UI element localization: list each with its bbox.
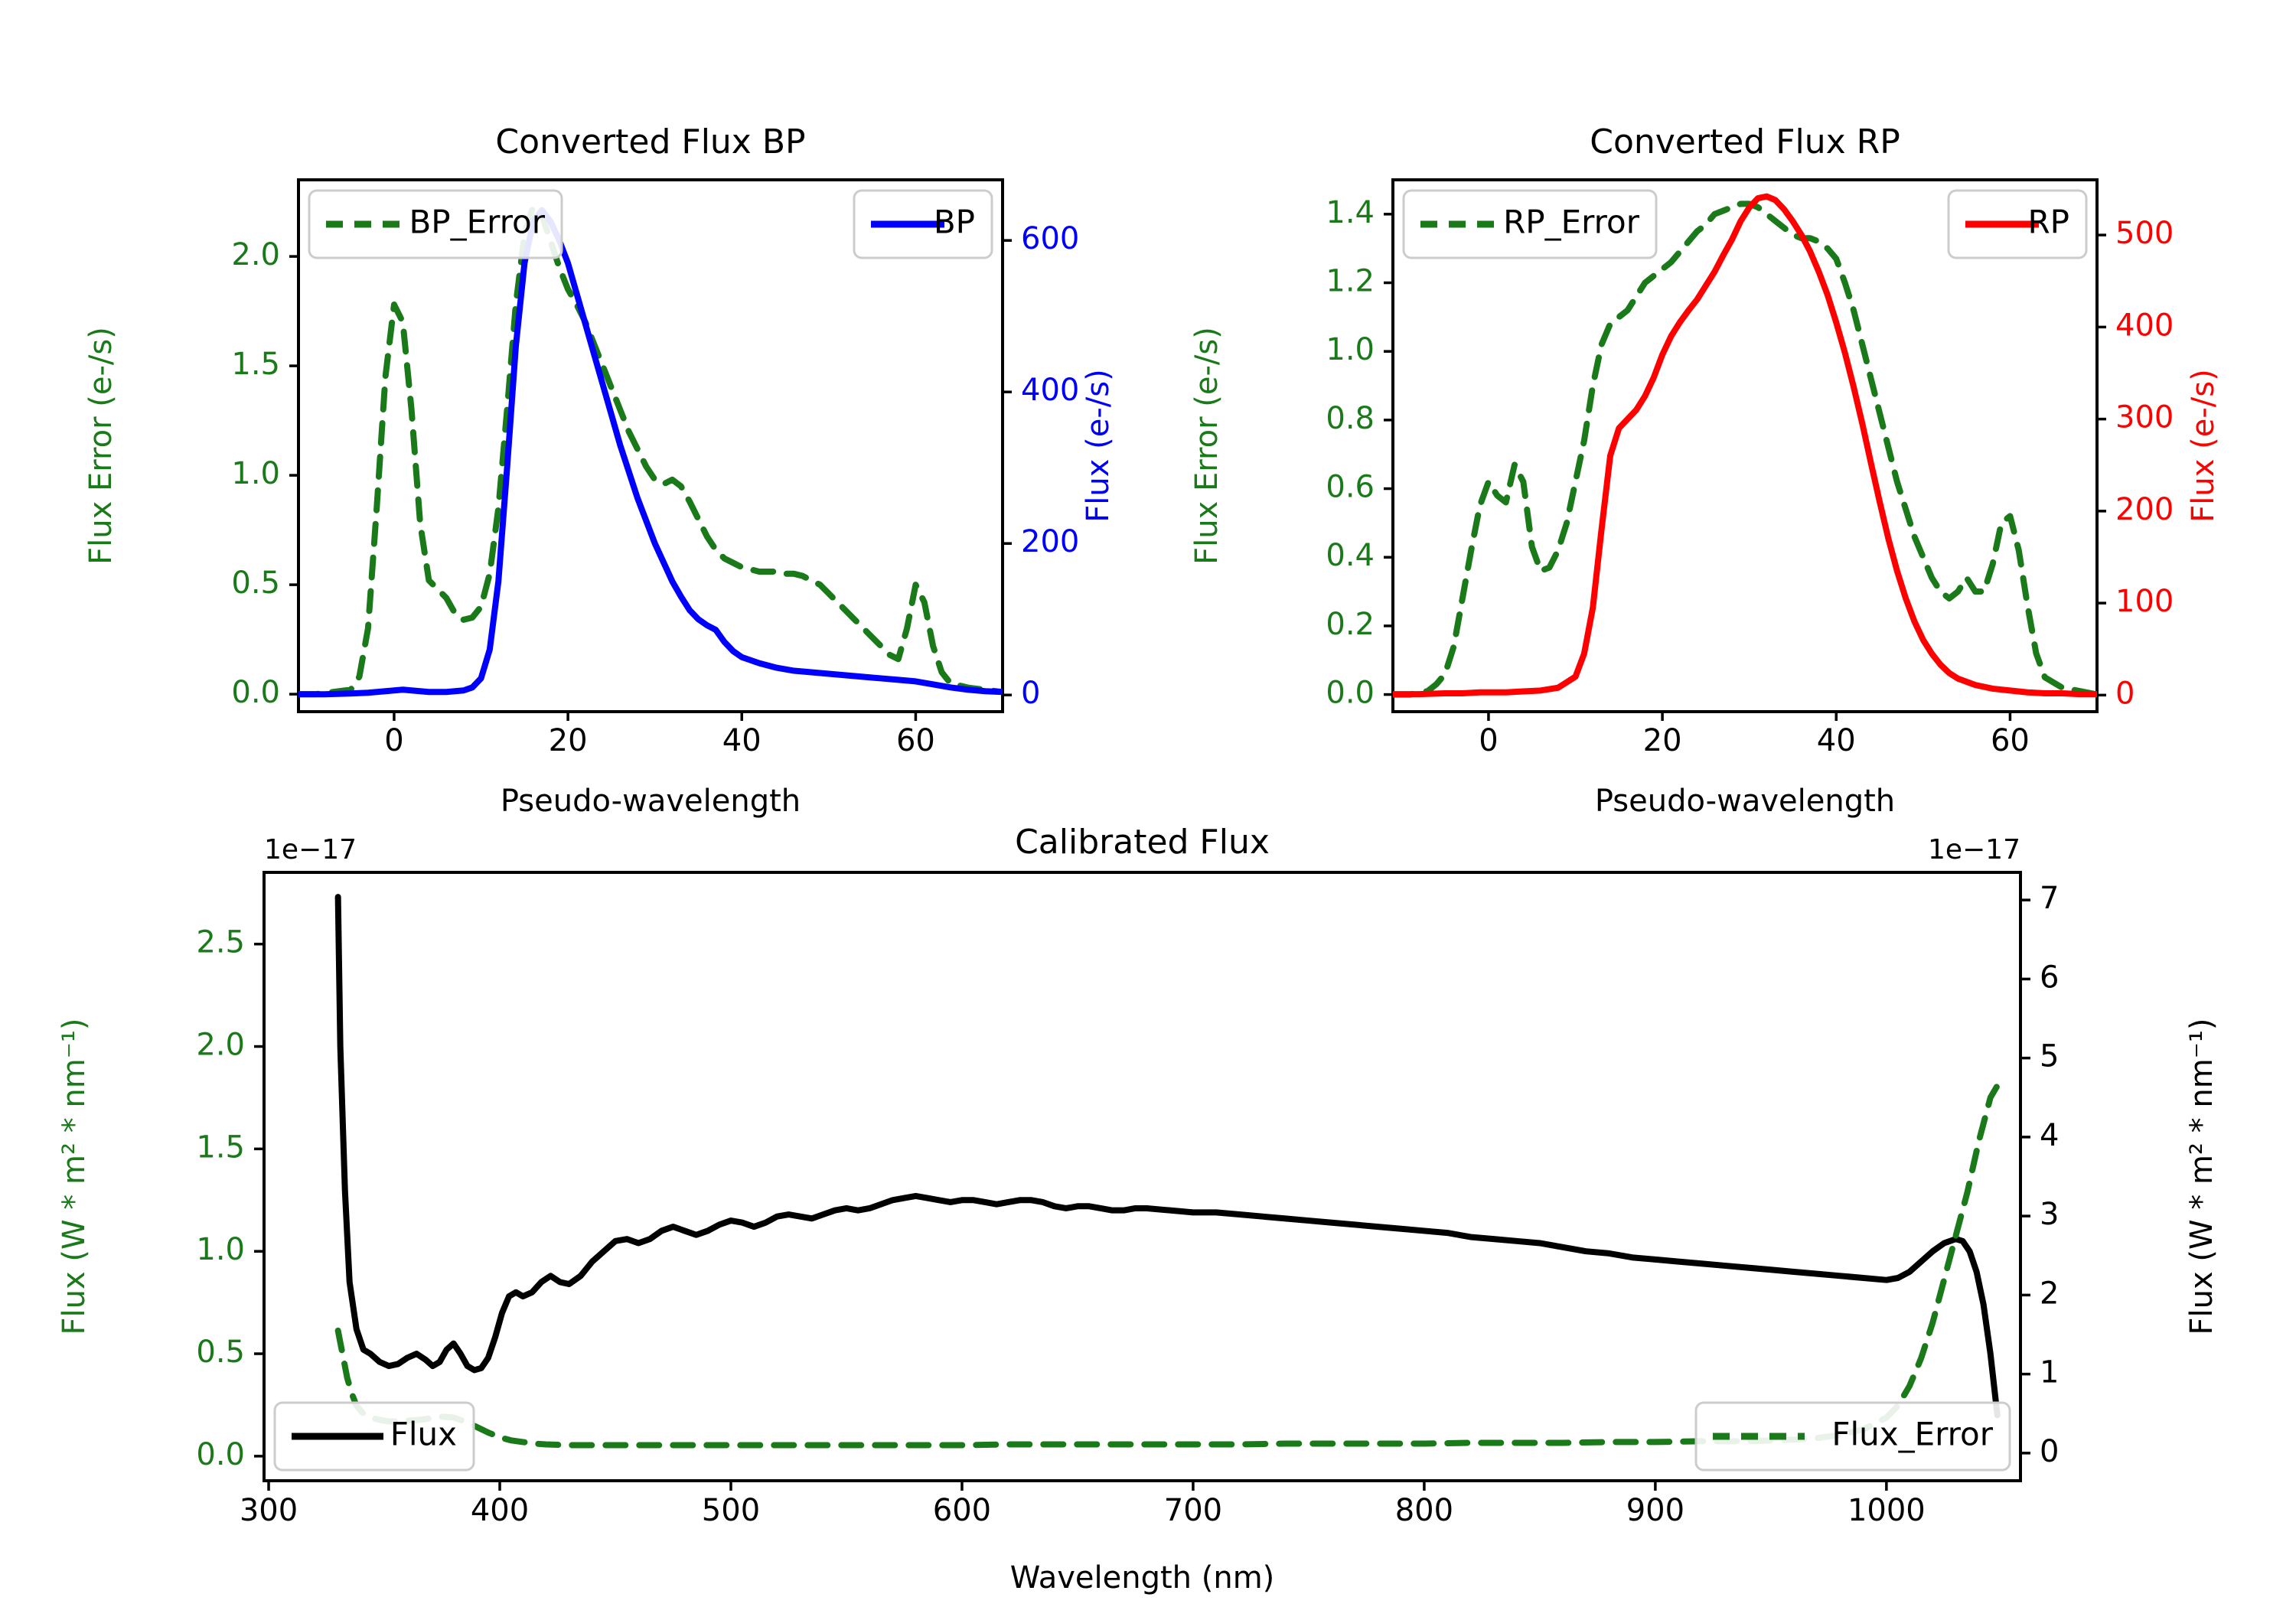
legend-label: RP_Error bbox=[1503, 204, 1640, 241]
x-tick-label: 600 bbox=[933, 1493, 991, 1528]
panel-converted-flux-rp: Converted Flux RP 0 20 40 60 Pseudo-wavelengt… bbox=[1148, 69, 2296, 834]
series-line-bp_error bbox=[298, 203, 1003, 698]
y-left-tick-label: 2.5 bbox=[196, 925, 245, 960]
y-right-offset-text: 1e−17 bbox=[1928, 834, 2020, 865]
x-tick-label: 20 bbox=[1643, 723, 1682, 758]
legend-label: RP bbox=[2027, 204, 2069, 241]
x-tick-label: 0 bbox=[1479, 723, 1498, 758]
y-left-tick-label: 1.0 bbox=[1326, 332, 1375, 367]
x-tick-label: 0 bbox=[384, 723, 403, 758]
y-left-tick-label: 0.0 bbox=[231, 675, 280, 710]
y-left-tick-label: 2.0 bbox=[196, 1028, 245, 1063]
series-line-flux bbox=[334, 894, 2001, 1419]
x-tick-label: 60 bbox=[1991, 723, 2030, 758]
y-right-tick-label: 200 bbox=[2115, 492, 2174, 527]
legend-rp[interactable]: RP bbox=[1947, 189, 2088, 259]
y-left-tick-label: 1.2 bbox=[1326, 264, 1375, 299]
y-left-tick-label: 1.5 bbox=[231, 347, 280, 382]
y-right-axis-label: Flux (W * m² * nm⁻¹) bbox=[2184, 1019, 2219, 1335]
panel-converted-flux-bp: Converted Flux BP 0 20 40 60 Pseudo-wavelengt… bbox=[0, 69, 1148, 834]
y-right-tick-label: 400 bbox=[1021, 373, 1079, 408]
y-left-axis-label: Flux Error (e-/s) bbox=[1189, 327, 1225, 565]
plot-frame bbox=[263, 871, 2022, 1482]
chart-title: Converted Flux RP bbox=[1590, 122, 1900, 161]
legend-bp_error[interactable]: BP_Error bbox=[308, 189, 563, 259]
calibrated-chart-svg: Calibrated Flux 300 400 500 600 700 800 900 1000… bbox=[57, 823, 2219, 1596]
y-right-tick-label: 0 bbox=[1021, 676, 1040, 711]
y-right-tick-label: 200 bbox=[1021, 524, 1079, 559]
y-right-tick-label: 600 bbox=[1021, 221, 1079, 256]
y-right-tick-label: 100 bbox=[2115, 584, 2174, 619]
x-tick-label: 900 bbox=[1626, 1493, 1684, 1528]
series-line-bp bbox=[298, 207, 1003, 698]
x-axis-label: Pseudo-wavelength bbox=[501, 784, 801, 819]
y-left-tick-label: 0.6 bbox=[1326, 470, 1375, 505]
y-right-tick-label: 2 bbox=[2040, 1276, 2059, 1311]
legend-flux_error[interactable]: Flux_Error bbox=[1694, 1401, 2011, 1472]
y-left-axis-label: Flux (W * m² * nm⁻¹) bbox=[57, 1019, 92, 1335]
plot-frame bbox=[297, 178, 1004, 713]
x-tick-label: 20 bbox=[549, 723, 588, 758]
y-right-tick-label: 0 bbox=[2115, 676, 2135, 711]
y-left-tick-label: 1.0 bbox=[196, 1232, 245, 1267]
y-left-offset-text: 1e−17 bbox=[264, 834, 357, 865]
y-right-tick-label: 400 bbox=[2115, 308, 2174, 343]
legend-flux[interactable]: Flux bbox=[273, 1401, 475, 1472]
y-left-tick-label: 1.0 bbox=[231, 456, 280, 491]
y-right-tick-label: 3 bbox=[2040, 1197, 2059, 1232]
bp-chart-svg: Converted Flux BP 0 20 40 60 Pseudo-wavelengt… bbox=[83, 122, 1116, 819]
x-tick-label: 500 bbox=[702, 1493, 760, 1528]
y-left-tick-label: 0.0 bbox=[196, 1437, 245, 1472]
x-tick-label: 40 bbox=[1817, 723, 1856, 758]
legend-label: BP_Error bbox=[409, 204, 545, 241]
series-line-rp_error bbox=[1393, 200, 2097, 698]
y-left-tick-label: 0.4 bbox=[1326, 538, 1375, 573]
legend-label: Flux_Error bbox=[1831, 1416, 1993, 1453]
y-right-tick-label: 7 bbox=[2040, 881, 2059, 916]
y-left-axis-label: Flux Error (e-/s) bbox=[83, 327, 119, 565]
legend-label: Flux bbox=[390, 1416, 457, 1453]
chart-title: Converted Flux BP bbox=[495, 122, 805, 161]
x-tick-label: 400 bbox=[471, 1493, 529, 1528]
y-right-tick-label: 300 bbox=[2115, 400, 2174, 435]
x-tick-label: 1000 bbox=[1848, 1493, 1926, 1528]
y-left-tick-label: 2.0 bbox=[231, 237, 280, 272]
rp-chart-svg: Converted Flux RP 0 20 40 60 Pseudo-wavelengt… bbox=[1189, 122, 2221, 819]
x-tick-label: 800 bbox=[1395, 1493, 1453, 1528]
y-right-tick-label: 500 bbox=[2115, 216, 2174, 251]
x-axis-label: Wavelength (nm) bbox=[1010, 1560, 1275, 1596]
legend-rp_error[interactable]: RP_Error bbox=[1402, 189, 1658, 259]
x-tick-label: 60 bbox=[896, 723, 935, 758]
y-right-tick-label: 1 bbox=[2040, 1355, 2059, 1390]
y-right-tick-label: 4 bbox=[2040, 1118, 2059, 1153]
chart-title: Calibrated Flux bbox=[1015, 823, 1270, 862]
y-left-tick-label: 0.5 bbox=[196, 1335, 245, 1370]
y-right-axis-label: Flux (e-/s) bbox=[1081, 369, 1116, 522]
y-right-tick-label: 0 bbox=[2040, 1434, 2059, 1469]
y-left-tick-label: 1.4 bbox=[1326, 195, 1375, 230]
x-tick-label: 300 bbox=[240, 1493, 298, 1528]
y-right-tick-label: 6 bbox=[2040, 960, 2059, 995]
y-left-tick-label: 0.5 bbox=[231, 566, 280, 601]
x-tick-label: 700 bbox=[1164, 1493, 1222, 1528]
legend-label: BP bbox=[934, 204, 975, 241]
plot-frame bbox=[1391, 178, 2099, 713]
y-right-tick-label: 5 bbox=[2040, 1039, 2059, 1074]
y-right-axis-label: Flux (e-/s) bbox=[2186, 369, 2221, 522]
panel-calibrated-flux: Calibrated Flux 300 400 500 600 700 800 900 1000… bbox=[0, 823, 2296, 1607]
y-left-tick-label: 1.5 bbox=[196, 1129, 245, 1165]
y-left-tick-label: 0.2 bbox=[1326, 607, 1375, 642]
x-tick-label: 40 bbox=[722, 723, 762, 758]
y-left-tick-label: 0.0 bbox=[1326, 676, 1375, 711]
x-axis-label: Pseudo-wavelength bbox=[1595, 784, 1895, 819]
series-line-rp bbox=[1393, 193, 2097, 698]
y-left-tick-label: 0.8 bbox=[1326, 401, 1375, 436]
legend-bp[interactable]: BP bbox=[853, 189, 993, 259]
